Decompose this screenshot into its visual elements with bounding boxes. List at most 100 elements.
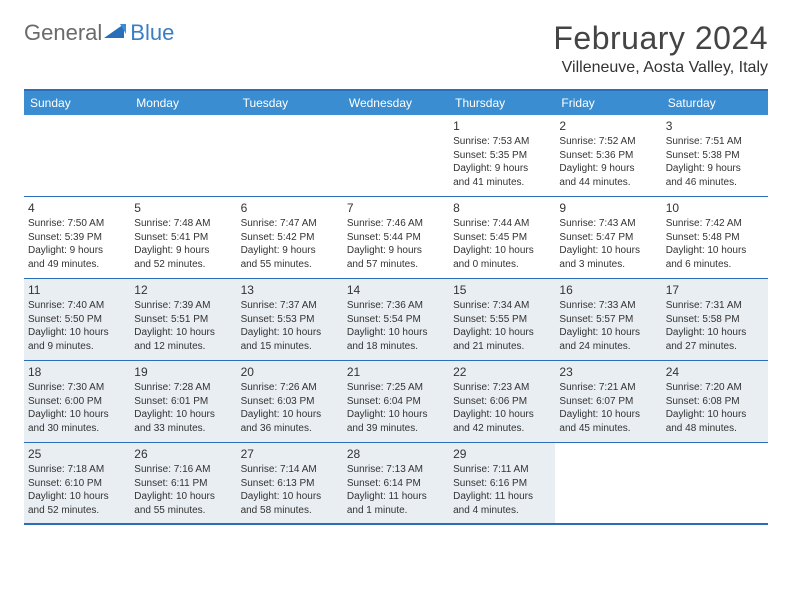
sunrise-text: Sunrise: 7:33 AM [559, 299, 657, 313]
day1-text: Daylight: 9 hours [28, 244, 126, 258]
calendar-day: 20Sunrise: 7:26 AMSunset: 6:03 PMDayligh… [237, 361, 343, 442]
sunset-text: Sunset: 5:47 PM [559, 231, 657, 245]
day2-text: and 1 minute. [347, 504, 445, 518]
sunset-text: Sunset: 5:41 PM [134, 231, 232, 245]
sunset-text: Sunset: 5:57 PM [559, 313, 657, 327]
day-number: 1 [453, 118, 551, 134]
sunset-text: Sunset: 5:48 PM [666, 231, 764, 245]
day-number: 7 [347, 200, 445, 216]
sunrise-text: Sunrise: 7:31 AM [666, 299, 764, 313]
sunrise-text: Sunrise: 7:46 AM [347, 217, 445, 231]
day2-text: and 46 minutes. [666, 176, 764, 190]
day2-text: and 52 minutes. [134, 258, 232, 272]
calendar-day: 23Sunrise: 7:21 AMSunset: 6:07 PMDayligh… [555, 361, 661, 442]
day-number: 24 [666, 364, 764, 380]
day1-text: Daylight: 10 hours [241, 490, 339, 504]
calendar-week: 1Sunrise: 7:53 AMSunset: 5:35 PMDaylight… [24, 115, 768, 197]
sunset-text: Sunset: 6:07 PM [559, 395, 657, 409]
day1-text: Daylight: 10 hours [666, 244, 764, 258]
sunset-text: Sunset: 5:51 PM [134, 313, 232, 327]
day2-text: and 58 minutes. [241, 504, 339, 518]
day2-text: and 30 minutes. [28, 422, 126, 436]
weekday-label: Thursday [449, 91, 555, 115]
calendar-day: 14Sunrise: 7:36 AMSunset: 5:54 PMDayligh… [343, 279, 449, 360]
sunrise-text: Sunrise: 7:39 AM [134, 299, 232, 313]
sunrise-text: Sunrise: 7:13 AM [347, 463, 445, 477]
day-number: 3 [666, 118, 764, 134]
day2-text: and 18 minutes. [347, 340, 445, 354]
day2-text: and 36 minutes. [241, 422, 339, 436]
day-number: 6 [241, 200, 339, 216]
sunrise-text: Sunrise: 7:16 AM [134, 463, 232, 477]
calendar-day: 24Sunrise: 7:20 AMSunset: 6:08 PMDayligh… [662, 361, 768, 442]
weekday-label: Friday [555, 91, 661, 115]
day-number: 8 [453, 200, 551, 216]
day2-text: and 48 minutes. [666, 422, 764, 436]
sunset-text: Sunset: 5:55 PM [453, 313, 551, 327]
day1-text: Daylight: 10 hours [559, 244, 657, 258]
day1-text: Daylight: 10 hours [453, 326, 551, 340]
calendar-week: 11Sunrise: 7:40 AMSunset: 5:50 PMDayligh… [24, 279, 768, 361]
calendar-day: 1Sunrise: 7:53 AMSunset: 5:35 PMDaylight… [449, 115, 555, 196]
sunset-text: Sunset: 5:45 PM [453, 231, 551, 245]
sunrise-text: Sunrise: 7:14 AM [241, 463, 339, 477]
sunset-text: Sunset: 5:36 PM [559, 149, 657, 163]
sunset-text: Sunset: 5:58 PM [666, 313, 764, 327]
sunrise-text: Sunrise: 7:21 AM [559, 381, 657, 395]
title-block: February 2024 Villeneuve, Aosta Valley, … [553, 20, 768, 77]
sunrise-text: Sunrise: 7:47 AM [241, 217, 339, 231]
sunset-text: Sunset: 6:01 PM [134, 395, 232, 409]
sunrise-text: Sunrise: 7:30 AM [28, 381, 126, 395]
sunrise-text: Sunrise: 7:44 AM [453, 217, 551, 231]
sunrise-text: Sunrise: 7:36 AM [347, 299, 445, 313]
day1-text: Daylight: 9 hours [134, 244, 232, 258]
sunset-text: Sunset: 6:03 PM [241, 395, 339, 409]
day-number: 4 [28, 200, 126, 216]
calendar-day: 27Sunrise: 7:14 AMSunset: 6:13 PMDayligh… [237, 443, 343, 523]
day2-text: and 4 minutes. [453, 504, 551, 518]
calendar-day: 2Sunrise: 7:52 AMSunset: 5:36 PMDaylight… [555, 115, 661, 196]
calendar-day: 25Sunrise: 7:18 AMSunset: 6:10 PMDayligh… [24, 443, 130, 523]
day1-text: Daylight: 10 hours [453, 244, 551, 258]
calendar-week: 25Sunrise: 7:18 AMSunset: 6:10 PMDayligh… [24, 443, 768, 525]
day-number: 16 [559, 282, 657, 298]
day-number: 15 [453, 282, 551, 298]
calendar-day: 10Sunrise: 7:42 AMSunset: 5:48 PMDayligh… [662, 197, 768, 278]
day-number: 9 [559, 200, 657, 216]
day-number: 21 [347, 364, 445, 380]
sunset-text: Sunset: 5:39 PM [28, 231, 126, 245]
sunrise-text: Sunrise: 7:37 AM [241, 299, 339, 313]
weekday-label: Monday [130, 91, 236, 115]
sunrise-text: Sunrise: 7:11 AM [453, 463, 551, 477]
sunset-text: Sunset: 5:50 PM [28, 313, 126, 327]
sunset-text: Sunset: 6:16 PM [453, 477, 551, 491]
sunset-text: Sunset: 6:11 PM [134, 477, 232, 491]
logo-text-2: Blue [130, 20, 174, 46]
sunrise-text: Sunrise: 7:26 AM [241, 381, 339, 395]
day1-text: Daylight: 10 hours [347, 408, 445, 422]
day-number: 26 [134, 446, 232, 462]
sunset-text: Sunset: 5:44 PM [347, 231, 445, 245]
calendar-week: 4Sunrise: 7:50 AMSunset: 5:39 PMDaylight… [24, 197, 768, 279]
calendar-day: 9Sunrise: 7:43 AMSunset: 5:47 PMDaylight… [555, 197, 661, 278]
sunset-text: Sunset: 6:13 PM [241, 477, 339, 491]
calendar-day [24, 115, 130, 196]
logo: General Blue [24, 20, 174, 46]
day2-text: and 0 minutes. [453, 258, 551, 272]
sunset-text: Sunset: 5:42 PM [241, 231, 339, 245]
logo-text-1: General [24, 20, 102, 46]
sunrise-text: Sunrise: 7:42 AM [666, 217, 764, 231]
day2-text: and 42 minutes. [453, 422, 551, 436]
sunrise-text: Sunrise: 7:48 AM [134, 217, 232, 231]
day2-text: and 9 minutes. [28, 340, 126, 354]
day1-text: Daylight: 10 hours [134, 408, 232, 422]
day1-text: Daylight: 9 hours [559, 162, 657, 176]
calendar-day [555, 443, 661, 523]
sunrise-text: Sunrise: 7:53 AM [453, 135, 551, 149]
day2-text: and 44 minutes. [559, 176, 657, 190]
calendar-day: 26Sunrise: 7:16 AMSunset: 6:11 PMDayligh… [130, 443, 236, 523]
day2-text: and 45 minutes. [559, 422, 657, 436]
sunset-text: Sunset: 5:38 PM [666, 149, 764, 163]
day-number: 2 [559, 118, 657, 134]
day-number: 17 [666, 282, 764, 298]
